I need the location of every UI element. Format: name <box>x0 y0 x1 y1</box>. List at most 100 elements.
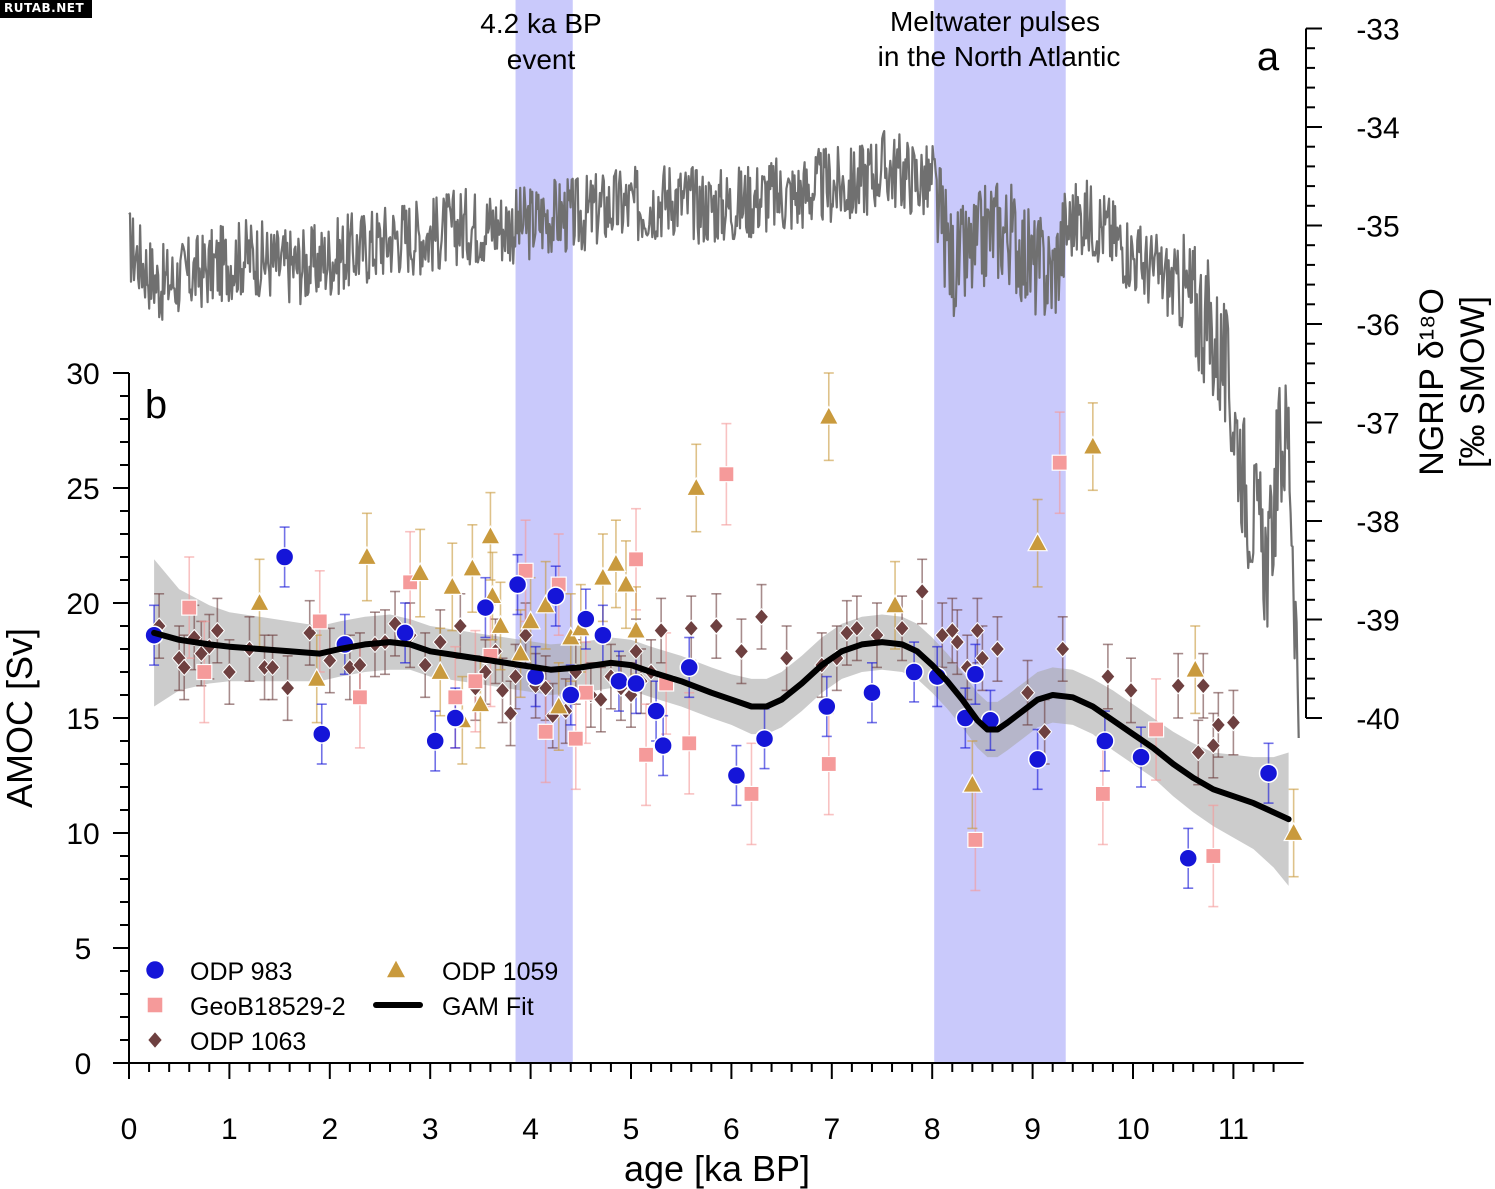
shade-42ka-event <box>515 0 573 1063</box>
x-tick-label: 3 <box>422 1113 439 1146</box>
x-tick-label: 8 <box>924 1113 941 1146</box>
odp-1059-point <box>1184 658 1206 678</box>
odp-1063-point <box>279 679 296 697</box>
odp-983-point <box>653 735 673 756</box>
odp-983-point <box>609 671 629 691</box>
odp-983-point <box>862 682 882 703</box>
odp-1063-point <box>683 619 699 638</box>
x-tick-label: 1 <box>221 1113 238 1146</box>
odp-983-point <box>904 662 924 682</box>
y-tick-label-ngrip: -35 <box>1356 211 1399 244</box>
odp-1059-point <box>615 573 637 593</box>
odp-1063-point <box>974 649 991 667</box>
x-tick-label: 6 <box>723 1113 740 1146</box>
legend-odp-983-label: ODP 983 <box>190 958 292 986</box>
odp-1063-point <box>1225 713 1242 732</box>
event-42-title-line1: 4.2 ka BP <box>480 8 601 39</box>
gam-fit-layer <box>151 629 1292 823</box>
x-axis-label: age [ka BP] <box>624 1148 810 1189</box>
odp-1063-point <box>849 619 865 638</box>
odp-1063-point <box>1123 681 1139 700</box>
odp-1063-point <box>593 690 609 709</box>
x-tick-label: 4 <box>522 1113 539 1146</box>
odp-1063-point <box>209 621 226 640</box>
geob18529-2-point <box>1051 454 1068 471</box>
odp-1063-point <box>417 656 433 674</box>
geob18529-2-point <box>743 785 760 803</box>
geob18529-2-point <box>517 562 534 579</box>
geob18529-2-point <box>351 689 369 706</box>
odp-983-point <box>679 657 699 678</box>
odp-1063-point <box>1210 716 1227 734</box>
odp-1059-point <box>884 594 906 614</box>
axes-layer: 0 1 2 3 4 5 6 7 8 9 10 11 0 5 10 15 20 25 30 -33 -34 -35 -36 -3… <box>66 14 1399 1147</box>
odp-1059-point <box>548 695 570 715</box>
odp-1059-point <box>685 476 707 497</box>
legend-odp-983-swatch <box>144 959 166 981</box>
odp-1063-point <box>264 658 281 677</box>
odp-983-point <box>475 597 496 618</box>
y-tick-label-amoc: 20 <box>66 588 99 621</box>
watermark-label: RUTAB.NET <box>0 0 93 18</box>
x-tick-label: 0 <box>121 1113 138 1146</box>
odp-1063-point <box>778 649 795 667</box>
y-axis-label-ngrip-line2: [‰ SMOW] <box>1454 296 1492 468</box>
odp-1063-point <box>1205 736 1221 755</box>
odp-1063-point <box>537 679 554 697</box>
legend-geob18529-2-label: GeoB18529-2 <box>190 993 346 1021</box>
odp-1063-point <box>221 663 238 681</box>
odp-983-point <box>395 623 415 643</box>
odp-1063-point <box>1055 640 1071 658</box>
odp-1063-point <box>1195 677 1211 695</box>
odp-983-point <box>726 765 747 786</box>
odp-1063-point <box>1100 667 1116 686</box>
odp-1059-point <box>489 614 511 635</box>
odp-983-point <box>626 673 646 694</box>
geob18529-2-point <box>1205 847 1222 865</box>
odp-983-point <box>561 685 581 705</box>
odp-983-point <box>646 701 666 721</box>
odp-1059-point <box>409 561 431 582</box>
legend-geob18529-2-swatch <box>146 996 164 1014</box>
odp-983-point <box>817 696 837 717</box>
odp-1059-point <box>605 552 627 572</box>
data-points-layer <box>144 405 1305 869</box>
y-tick-label-ngrip: -39 <box>1356 605 1399 638</box>
odp-1063-point <box>502 704 519 723</box>
meltwater-title-line1: Meltwater pulses <box>890 6 1100 37</box>
odp-1063-point <box>708 617 725 635</box>
odp-1063-point <box>653 621 669 640</box>
odp-1063-point <box>989 640 1006 658</box>
meltwater-title-line2: in the North Atlantic <box>878 41 1121 72</box>
x-tick-label: 11 <box>1218 1113 1249 1146</box>
legend-odp-1059-label: ODP 1059 <box>442 958 558 986</box>
y-tick-label-ngrip: -37 <box>1356 408 1399 441</box>
y-tick-label-amoc: 25 <box>66 473 99 506</box>
odp-1059-point <box>441 575 463 595</box>
odp-1063-point <box>352 656 368 674</box>
geob18529-2-point <box>577 684 594 701</box>
odp-1059-point <box>306 667 328 687</box>
odp-983-point <box>965 664 986 685</box>
odp-1059-point <box>818 405 840 425</box>
panel-label-a: a <box>1257 35 1280 79</box>
odp-1059-point <box>592 566 614 586</box>
geob18529-2-point <box>627 551 645 568</box>
y-tick-label-amoc: 15 <box>66 703 99 736</box>
legend-odp-1063-label: ODP 1063 <box>190 1028 306 1056</box>
y-tick-label-amoc: 5 <box>75 933 92 966</box>
odp-1059-point <box>520 610 542 630</box>
y-axis-label-ngrip-line1: NGRIP δ¹⁸O <box>1413 288 1451 476</box>
odp-983-point <box>1027 749 1048 770</box>
odp-983-point <box>1178 848 1198 869</box>
odp-1059-point <box>356 545 378 566</box>
y-tick-label-ngrip: -36 <box>1356 309 1399 342</box>
gam-fit-line <box>151 629 1292 823</box>
geob18529-2-point <box>637 746 655 763</box>
odp-1063-point <box>494 681 511 700</box>
y-tick-label-ngrip: -40 <box>1356 703 1399 736</box>
odp-1063-point <box>733 642 750 661</box>
odp-1063-point <box>507 667 524 686</box>
odp-1063-point <box>894 619 910 638</box>
